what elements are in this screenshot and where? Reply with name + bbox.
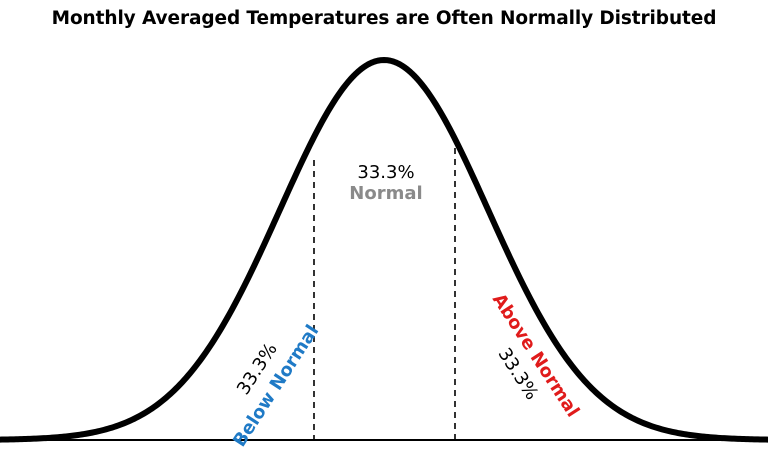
normal-distribution-curve [0,57,768,443]
normal-percent-label: 33.3% [357,162,414,183]
below-normal-label-group: 33.3% Below Normal [229,321,323,450]
normal-category-label: Normal [349,183,422,204]
diagram-title: Monthly Averaged Temperatures are Often … [51,8,717,29]
